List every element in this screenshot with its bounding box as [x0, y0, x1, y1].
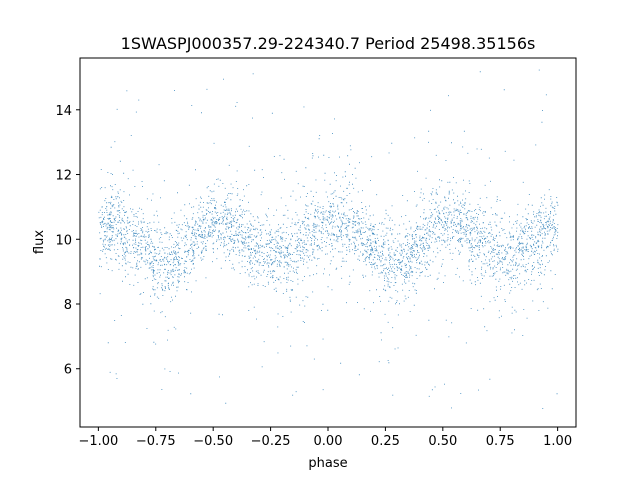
- x-tick-label: 0.00: [314, 434, 343, 449]
- x-tick-label: 0.75: [486, 434, 515, 449]
- x-tick-label: −0.25: [251, 434, 291, 449]
- x-tick-label: −0.50: [193, 434, 233, 449]
- x-tick-label: 1.00: [543, 434, 572, 449]
- x-tick-label: −1.00: [78, 434, 118, 449]
- x-axis-label: phase: [308, 456, 347, 471]
- x-tick-label: 0.25: [371, 434, 400, 449]
- x-axis: −1.00 −0.75 −0.50 −0.25 0.00 0.25 0.50 0.75 1.00: [78, 427, 572, 449]
- y-tick-label: 12: [55, 169, 72, 184]
- y-tick-label: 8: [64, 298, 72, 313]
- chart-title: 1SWASPJ000357.29-224340.7 Period 25498.3…: [121, 34, 536, 53]
- y-axis-label: flux: [32, 230, 47, 254]
- y-tick-label: 14: [55, 104, 72, 119]
- y-tick-label: 10: [55, 233, 72, 248]
- y-tick-label: 6: [64, 363, 72, 378]
- y-axis: 6 8 10 12 14: [55, 104, 80, 378]
- x-tick-label: −0.75: [136, 434, 176, 449]
- x-tick-label: 0.50: [428, 434, 457, 449]
